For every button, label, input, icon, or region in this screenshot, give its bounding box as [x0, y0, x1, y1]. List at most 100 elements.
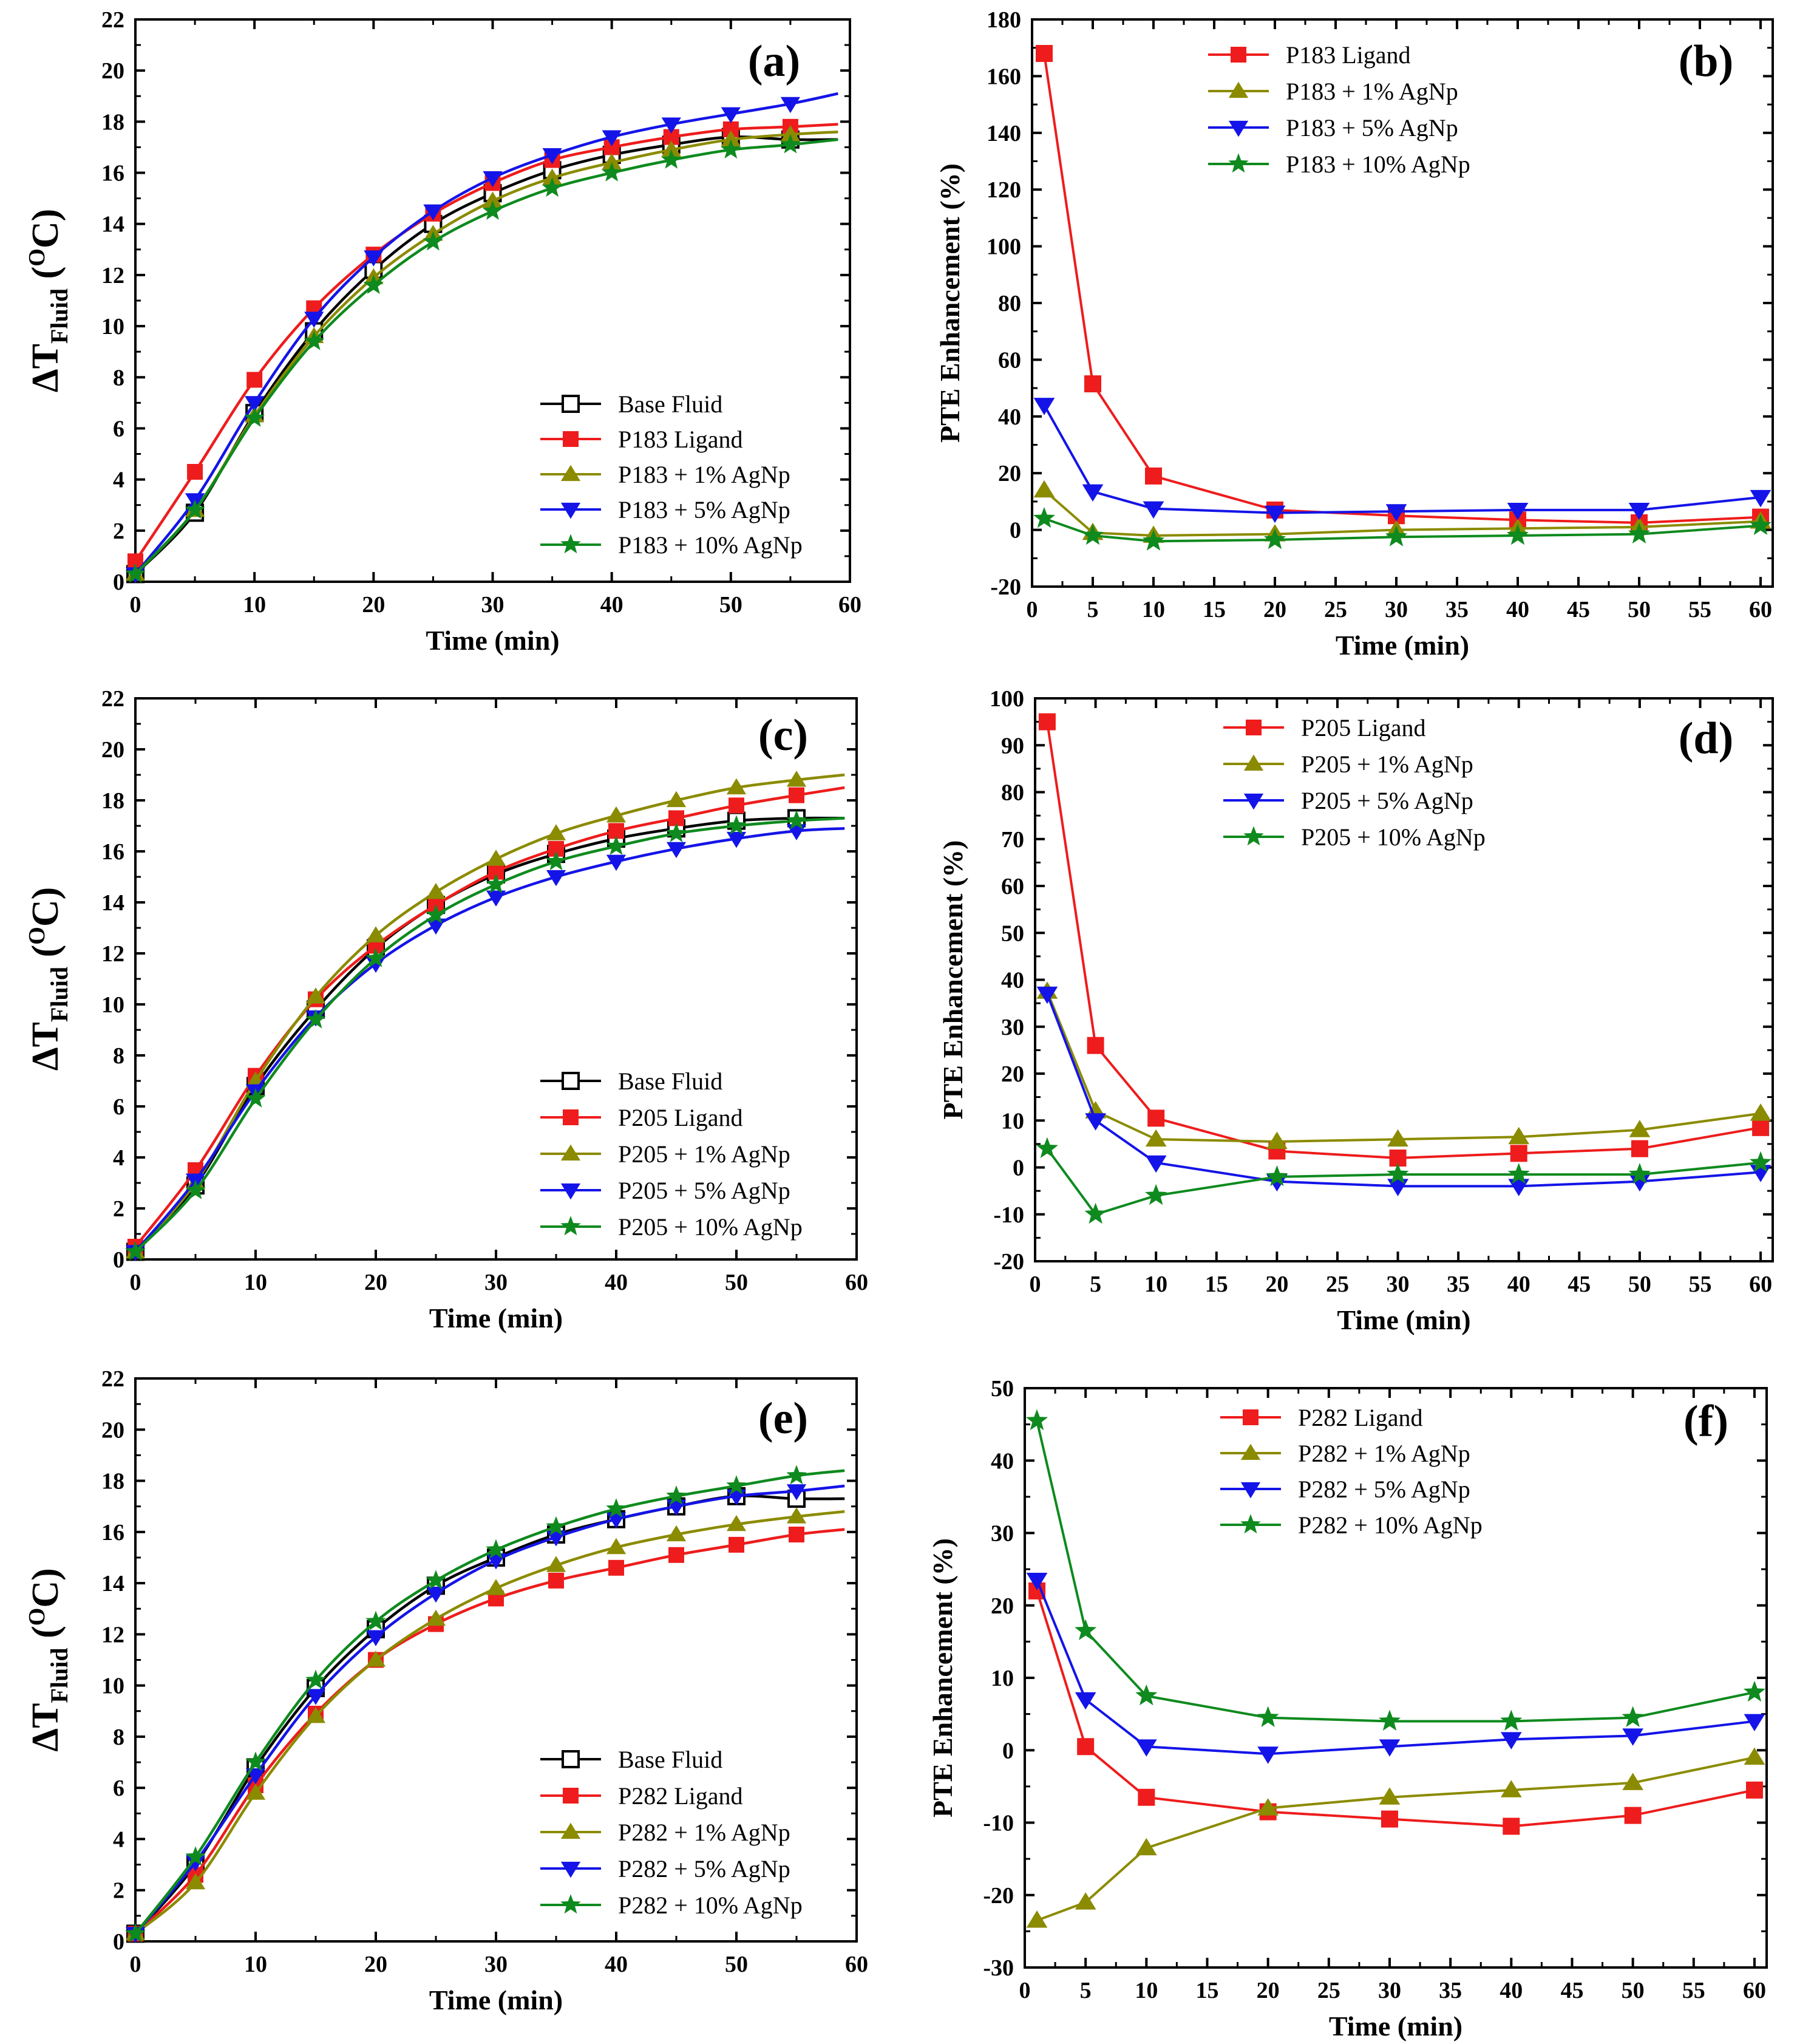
data-point	[1628, 522, 1651, 543]
data-point	[546, 1556, 566, 1572]
series-line	[134, 123, 838, 562]
y-tick-label: 0	[113, 1247, 124, 1273]
y-tick-label: 60	[998, 347, 1021, 373]
panel-f: 0 5 10 15 20 25 30 35 40 45 50 55 60 -30 -20 -10 0 10 20 30…	[927, 1376, 1768, 2042]
data-point	[1266, 1165, 1288, 1187]
y-tick-label: 140	[987, 121, 1021, 146]
data-point	[423, 204, 443, 220]
legend-label: P183 + 1% AgNp	[618, 461, 790, 488]
data-point	[1085, 1113, 1106, 1131]
y-axis-label: PTE Enhancement (%)	[927, 1538, 958, 1817]
data-point	[365, 1610, 386, 1630]
series-line	[1046, 991, 1761, 1143]
x-tick-label: 50	[1628, 1272, 1651, 1297]
y-tick-label: 0	[1010, 518, 1021, 543]
x-tick-label: 10	[243, 592, 266, 618]
data-point	[185, 1855, 206, 1872]
y-tick-label: 30	[1001, 1015, 1024, 1040]
y-tick-label: 14	[101, 890, 124, 916]
x-tick-label: 60	[845, 1270, 868, 1295]
y-tick-label: 20	[998, 461, 1021, 486]
data-point	[601, 162, 622, 182]
data-point	[305, 987, 326, 1004]
x-tick-label: 20	[1265, 1272, 1288, 1297]
series-line	[134, 1510, 845, 1935]
series-line	[134, 138, 838, 575]
y-tick-label: 18	[101, 1469, 124, 1494]
data-point	[1508, 1126, 1530, 1145]
data-point	[125, 1923, 146, 1943]
y-label-open: (	[25, 267, 66, 288]
legend-label: P205 + 10% AgNp	[1301, 823, 1486, 851]
panel-tag: (a)	[748, 36, 800, 86]
x-tick-label: 10	[1144, 1272, 1167, 1297]
data-point	[185, 1846, 206, 1866]
series-line	[1036, 1756, 1755, 1922]
data-point	[1147, 1109, 1165, 1127]
legend: Base Fluid P205 Ligand P205 + 1% AgNp P205 …	[540, 1068, 803, 1241]
legend-marker	[560, 1144, 581, 1161]
y-tick-label: 60	[1001, 874, 1024, 899]
data-point	[1075, 1619, 1097, 1640]
panel-e: 0 10 20 30 40 50 60 0 2 4 6 8 10 12 14 16 18 20 22 Time (mi…	[24, 1366, 868, 2015]
plot-frame	[134, 697, 858, 1261]
data-point	[546, 851, 566, 871]
y-tick-label: 0	[1013, 1156, 1024, 1181]
data-point	[363, 274, 384, 294]
data-point	[1145, 1184, 1167, 1205]
y-tick-label: 12	[101, 263, 124, 288]
y-tick-label: 80	[998, 291, 1021, 316]
legend-label: Base Fluid	[618, 390, 722, 418]
legend-label: P183 Ligand	[1286, 41, 1411, 69]
legend-label: P205 + 1% AgNp	[1301, 751, 1473, 778]
data-point	[542, 168, 562, 185]
data-point	[661, 140, 681, 157]
y-tick-label: 50	[991, 1376, 1014, 1402]
data-point	[245, 1088, 266, 1108]
y-tick-label: 6	[113, 416, 124, 441]
data-point	[1084, 375, 1101, 393]
series-0	[1028, 1582, 1763, 1835]
y-tick-label: 20	[101, 1417, 124, 1443]
y-tick-label: -20	[993, 1249, 1024, 1275]
data-point	[546, 870, 566, 887]
data-point	[726, 815, 747, 835]
x-tick-label: 10	[244, 1270, 267, 1295]
x-tick-label: 30	[1387, 1272, 1410, 1297]
data-point	[486, 1579, 506, 1595]
legend-label: P205 Ligand	[1301, 714, 1426, 741]
data-point	[1744, 1747, 1765, 1765]
y-tick-label: 12	[101, 1622, 124, 1647]
x-tick-label: 20	[364, 1270, 387, 1295]
series-2	[1026, 1573, 1765, 1764]
legend-marker	[1240, 1482, 1261, 1499]
series-line	[134, 817, 845, 1253]
data-point	[606, 1538, 627, 1555]
y-label-sup: O	[24, 248, 50, 267]
y-tick-label: 8	[113, 365, 124, 390]
series-2	[1033, 398, 1772, 523]
series-1	[1026, 1747, 1765, 1928]
y-tick-label: 10	[101, 1674, 124, 1699]
legend-marker	[563, 1788, 579, 1804]
data-point	[721, 107, 741, 124]
data-point	[1036, 45, 1053, 63]
data-point	[1257, 1798, 1279, 1816]
series-line	[134, 773, 845, 1253]
data-point	[423, 231, 444, 251]
legend-marker	[1243, 1409, 1259, 1425]
data-point	[786, 771, 807, 787]
x-tick-label: 15	[1195, 1978, 1218, 2003]
y-tick-label: 20	[991, 1593, 1014, 1619]
y-tick-label: 12	[101, 941, 124, 967]
x-tick-label: 15	[1205, 1272, 1228, 1297]
data-point	[1033, 506, 1056, 528]
x-tick-label: 50	[1622, 1978, 1645, 2003]
data-point	[726, 1514, 747, 1531]
y-tick-label: 120	[987, 177, 1021, 203]
data-point	[1503, 1817, 1520, 1835]
y-label-sup: O	[24, 1608, 50, 1626]
x-tick-label: 55	[1688, 597, 1711, 622]
x-tick-label: 55	[1682, 1978, 1705, 2003]
